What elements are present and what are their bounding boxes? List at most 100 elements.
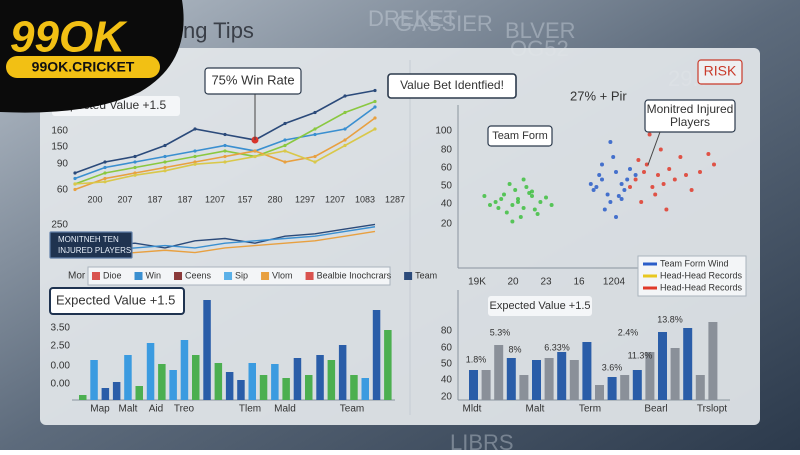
scatter-point — [544, 195, 548, 200]
scatter-point — [521, 206, 526, 210]
point — [253, 154, 257, 159]
scatter-point — [678, 155, 683, 159]
scatter-point — [712, 162, 716, 167]
scatter-point — [488, 203, 492, 207]
bar — [350, 375, 358, 400]
scatter-point — [647, 132, 652, 137]
value-annotation: 6.33% — [544, 342, 570, 352]
point — [193, 162, 197, 166]
bar — [248, 363, 256, 400]
point — [223, 149, 227, 153]
scatter-point — [535, 212, 540, 216]
point — [73, 182, 77, 186]
scatter-point — [633, 173, 638, 177]
callout-text: Team Form — [492, 130, 548, 142]
y-tick-label: 150 — [51, 142, 68, 153]
x-tick-label: 1083 — [355, 194, 375, 204]
point — [193, 127, 197, 131]
point — [223, 154, 227, 159]
point — [133, 154, 137, 159]
legend-label: Win — [146, 270, 162, 280]
bar — [361, 378, 369, 400]
point — [163, 143, 167, 148]
scatter-point — [656, 173, 660, 177]
scatter-point — [530, 189, 534, 194]
point — [163, 154, 167, 159]
scatter-point — [502, 192, 506, 197]
point — [373, 127, 377, 131]
y-tick-label: 160 — [51, 126, 68, 137]
y-tick-label: 20 — [441, 219, 453, 230]
point — [73, 187, 77, 192]
scatter-point — [619, 182, 624, 186]
bar — [293, 358, 302, 400]
legend-swatch — [261, 272, 270, 280]
point — [283, 143, 287, 148]
point — [103, 171, 107, 175]
point — [73, 171, 77, 175]
bar — [214, 363, 223, 400]
x-tick-label: 1204 — [603, 277, 626, 288]
y-tick-label: 40 — [441, 375, 453, 386]
x-tick-label: 16 — [573, 277, 585, 288]
point — [283, 160, 287, 164]
bar — [282, 378, 290, 400]
point — [193, 160, 197, 164]
y-tick-label: 40 — [441, 199, 453, 210]
scatter-point — [600, 177, 604, 182]
callout-text: 75% Win Rate — [211, 72, 294, 87]
scatter-point — [516, 200, 520, 204]
x-tick-label: 1207 — [205, 194, 225, 204]
backdrop-text: DREKET — [368, 6, 457, 31]
y-tick-label: 2.50 — [51, 341, 71, 352]
bar — [112, 382, 121, 400]
legend-label: Dioe — [103, 270, 122, 280]
logo: 99OK — [10, 13, 128, 62]
point — [373, 88, 377, 93]
scatter-point — [706, 152, 711, 156]
panel — [40, 48, 760, 425]
scatter-point — [653, 192, 658, 197]
scatter-point — [530, 194, 534, 198]
bar — [506, 358, 516, 400]
point — [163, 169, 167, 173]
scatter-point — [608, 140, 613, 144]
bar — [305, 375, 313, 400]
x-tick-label: 20 — [507, 277, 519, 288]
bar — [632, 370, 642, 400]
scatter-point — [496, 206, 501, 210]
scatter-point — [591, 188, 596, 192]
scatter-point — [549, 203, 554, 207]
bar — [90, 360, 98, 400]
scatter-point — [667, 167, 672, 171]
bar — [469, 370, 478, 400]
y-tick-label: 100 — [435, 126, 452, 137]
y-tick-label: 60 — [441, 163, 453, 174]
point — [103, 176, 107, 181]
bar — [124, 355, 132, 400]
scatter-point — [532, 207, 537, 212]
bar — [494, 345, 504, 400]
x-tick-label: Aid — [149, 404, 163, 415]
scatter-point — [507, 182, 512, 186]
scatter-point — [644, 162, 649, 167]
charts: 160 150 90 60 200 207 187 187 1207 157 280 1297 1207… — [49, 59, 747, 415]
callout-box — [49, 231, 133, 259]
callout-text: Monitred Injured — [647, 102, 734, 116]
scatter-point — [482, 194, 487, 198]
legend-swatch — [224, 272, 233, 280]
bar — [237, 380, 245, 400]
point — [133, 160, 137, 164]
y-tick-label: 3.50 — [51, 323, 71, 334]
legend-label: Ceens — [185, 270, 212, 280]
x-tick-label: 157 — [237, 194, 252, 204]
bar — [695, 375, 705, 400]
scatter-point — [600, 162, 604, 167]
bar — [532, 360, 541, 400]
x-tick-label: Map — [90, 404, 110, 415]
backdrop-text: LIBRS — [450, 430, 514, 450]
scatter-point — [689, 188, 694, 192]
scatter-point — [650, 185, 655, 189]
legend-label: Vlom — [272, 270, 293, 280]
y-tick-label: 90 — [57, 159, 69, 170]
